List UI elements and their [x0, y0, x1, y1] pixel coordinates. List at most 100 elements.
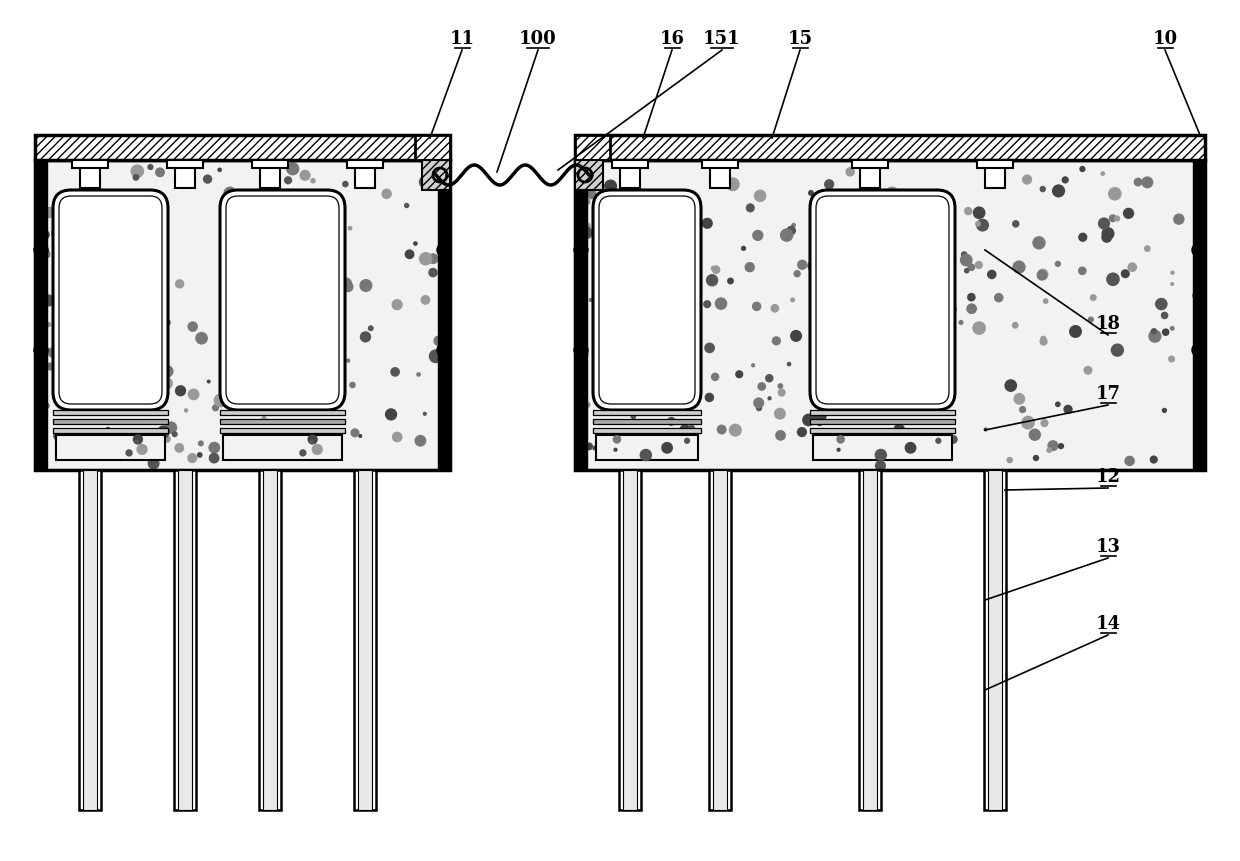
Circle shape — [234, 345, 246, 357]
Bar — [810, 419, 955, 424]
Circle shape — [187, 321, 198, 331]
Circle shape — [414, 435, 427, 447]
Circle shape — [175, 279, 185, 288]
Circle shape — [1078, 266, 1086, 276]
Circle shape — [249, 384, 254, 389]
Circle shape — [1149, 455, 1158, 463]
Circle shape — [727, 277, 734, 284]
Circle shape — [1123, 208, 1135, 219]
Circle shape — [1125, 455, 1135, 466]
Circle shape — [150, 400, 156, 405]
Circle shape — [273, 333, 280, 341]
Circle shape — [33, 243, 48, 257]
Circle shape — [794, 270, 801, 277]
Circle shape — [874, 449, 887, 461]
Circle shape — [994, 293, 1003, 302]
Circle shape — [751, 363, 755, 368]
Bar — [575, 160, 603, 190]
Circle shape — [1100, 171, 1105, 176]
Bar — [83, 470, 97, 810]
Circle shape — [93, 440, 102, 450]
Bar — [613, 160, 649, 168]
Circle shape — [208, 453, 219, 463]
Circle shape — [825, 179, 835, 189]
Circle shape — [161, 377, 172, 389]
Circle shape — [619, 190, 625, 196]
Circle shape — [975, 220, 981, 226]
Circle shape — [1141, 177, 1153, 189]
Circle shape — [745, 203, 755, 213]
Circle shape — [1111, 344, 1123, 356]
Circle shape — [859, 342, 873, 356]
Circle shape — [751, 301, 761, 311]
Bar — [593, 428, 701, 433]
Circle shape — [87, 164, 97, 176]
Circle shape — [436, 343, 451, 357]
Circle shape — [346, 358, 350, 362]
Circle shape — [133, 174, 139, 181]
Circle shape — [600, 381, 610, 393]
Circle shape — [1192, 292, 1200, 300]
Circle shape — [46, 322, 51, 327]
Circle shape — [584, 401, 590, 408]
Circle shape — [875, 461, 885, 471]
Bar — [593, 419, 701, 424]
Bar — [53, 428, 167, 433]
Circle shape — [72, 332, 81, 340]
Bar — [422, 160, 450, 190]
Circle shape — [299, 449, 306, 456]
Circle shape — [207, 380, 211, 383]
Circle shape — [243, 191, 250, 198]
Bar — [415, 135, 450, 160]
Circle shape — [756, 405, 763, 412]
Circle shape — [670, 214, 676, 220]
Circle shape — [815, 399, 825, 409]
Circle shape — [593, 445, 598, 450]
Circle shape — [941, 302, 950, 310]
Bar — [593, 410, 701, 415]
Circle shape — [175, 181, 182, 189]
Circle shape — [913, 375, 924, 386]
Circle shape — [837, 448, 841, 452]
Circle shape — [812, 409, 827, 423]
Circle shape — [429, 350, 443, 363]
Circle shape — [283, 288, 294, 299]
Circle shape — [155, 269, 162, 276]
Circle shape — [360, 331, 371, 343]
Circle shape — [274, 251, 286, 265]
Circle shape — [1007, 457, 1013, 463]
Circle shape — [754, 189, 766, 202]
Circle shape — [433, 336, 444, 346]
Circle shape — [120, 287, 128, 294]
Circle shape — [404, 250, 414, 259]
Circle shape — [310, 178, 316, 183]
Circle shape — [1194, 230, 1205, 242]
Circle shape — [95, 208, 102, 214]
Circle shape — [1101, 227, 1115, 240]
Circle shape — [33, 343, 48, 357]
Circle shape — [688, 424, 696, 432]
Circle shape — [753, 230, 764, 241]
Circle shape — [1037, 269, 1049, 280]
Circle shape — [213, 393, 227, 407]
Circle shape — [843, 331, 856, 343]
Circle shape — [262, 416, 267, 421]
Circle shape — [332, 435, 341, 443]
Circle shape — [1058, 443, 1064, 449]
Bar — [81, 160, 100, 188]
Circle shape — [43, 207, 56, 218]
Circle shape — [717, 424, 727, 435]
Circle shape — [879, 238, 888, 247]
Circle shape — [770, 304, 779, 313]
Circle shape — [582, 222, 591, 231]
Circle shape — [1151, 328, 1157, 335]
Circle shape — [141, 387, 150, 395]
Circle shape — [791, 223, 796, 227]
Circle shape — [428, 253, 439, 264]
Text: 10: 10 — [1152, 30, 1178, 48]
Bar — [53, 410, 167, 415]
Circle shape — [1078, 232, 1087, 242]
Circle shape — [893, 350, 898, 354]
Circle shape — [299, 170, 311, 181]
Circle shape — [1101, 232, 1112, 243]
